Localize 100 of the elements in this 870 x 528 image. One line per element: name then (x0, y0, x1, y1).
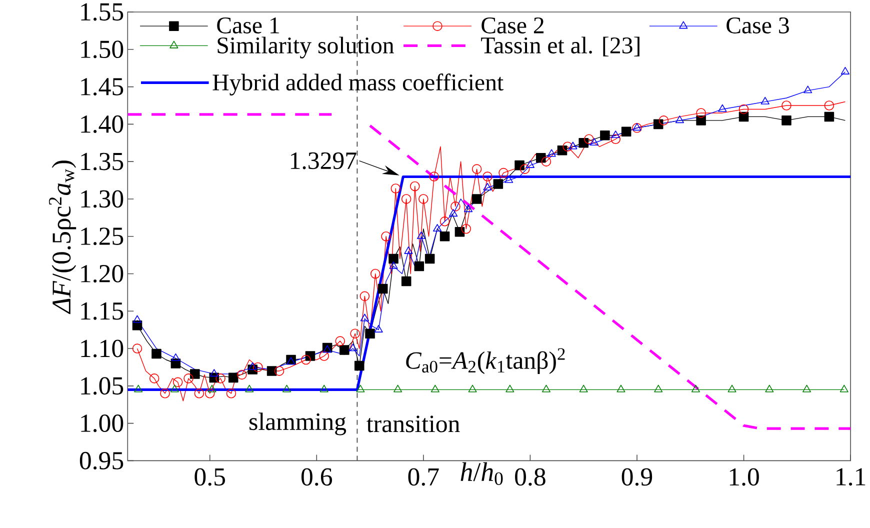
point (149, 374, 160, 384)
point (514, 160, 524, 170)
text: C$_{a0}$=A$_{2}$(k$_{1}$tanβ)$^{2}$ (406, 348, 565, 374)
point (600, 130, 610, 141)
point (454, 227, 465, 237)
point (319, 351, 330, 362)
point (320, 385, 328, 393)
point (782, 116, 792, 126)
y-tick-label: 1.05 (81, 377, 124, 395)
x-tick-label: 0.9 (622, 468, 652, 486)
point (802, 385, 812, 393)
point (804, 86, 812, 94)
y-tick-label: 1.50 (81, 40, 124, 58)
point (493, 179, 504, 190)
point (394, 385, 402, 393)
point (282, 385, 292, 393)
point (738, 104, 749, 114)
point (410, 182, 420, 192)
point (401, 276, 412, 286)
point (536, 153, 546, 163)
point (360, 314, 369, 322)
point (335, 336, 346, 346)
point (782, 100, 792, 111)
point (562, 142, 572, 152)
point (472, 164, 482, 174)
y-tick-label: 1.45 (81, 78, 124, 96)
point (450, 202, 460, 212)
point (350, 328, 360, 339)
point (208, 385, 216, 393)
legend-label: Tassin et al. [23] (481, 36, 640, 57)
point (568, 142, 578, 150)
point (134, 385, 143, 393)
point (378, 284, 388, 294)
point (654, 385, 663, 393)
point (616, 385, 626, 393)
x-tick-label: 0.7 (408, 468, 439, 486)
point (547, 149, 556, 157)
point (440, 216, 450, 227)
y-tick-label: 1.15 (81, 302, 124, 320)
point (418, 194, 428, 204)
point (584, 134, 594, 144)
point (579, 385, 588, 393)
point (526, 160, 534, 168)
point (621, 127, 632, 137)
point (483, 183, 492, 191)
point (498, 168, 508, 178)
annotation: slamming (250, 412, 346, 436)
point (482, 172, 492, 182)
point (216, 374, 226, 384)
point (760, 97, 770, 105)
point (301, 355, 311, 365)
point (520, 164, 530, 174)
point (404, 246, 413, 254)
x-tick-label: 0.8 (515, 468, 546, 486)
legend-label: Case 2 (482, 18, 544, 34)
point (632, 123, 642, 134)
y-tick-label: 1.35 (81, 153, 124, 171)
point (160, 388, 170, 399)
point (305, 351, 316, 362)
point (253, 362, 263, 372)
point (374, 325, 383, 333)
point (414, 262, 424, 272)
point (824, 100, 834, 111)
point (365, 328, 375, 339)
point (340, 345, 350, 356)
point (440, 232, 450, 242)
point (171, 354, 180, 362)
point (840, 385, 848, 393)
point (611, 130, 620, 138)
point (248, 362, 257, 370)
point (172, 378, 183, 388)
y-tick-label: 1.00 (81, 414, 124, 432)
point (194, 388, 204, 399)
point (170, 385, 179, 393)
point (348, 344, 358, 352)
x-axis-title: h/h$_{0}$ (460, 462, 503, 486)
x-tick-label: 1.0 (730, 468, 759, 486)
point (429, 172, 439, 182)
legend-label: Case 3 (726, 18, 789, 34)
point (728, 385, 736, 393)
y-tick-label: 1.20 (81, 265, 124, 283)
point (765, 385, 774, 393)
annotation: 1.3297 (290, 152, 356, 170)
point (184, 374, 194, 384)
point (461, 224, 472, 234)
point (360, 292, 370, 302)
point (468, 385, 477, 393)
point (632, 123, 642, 131)
point (401, 194, 412, 204)
point (132, 344, 142, 354)
point (424, 254, 435, 264)
point (718, 104, 727, 112)
point (504, 176, 514, 184)
point (381, 232, 391, 242)
point (449, 209, 458, 217)
point (590, 138, 599, 146)
point (653, 120, 664, 130)
point (388, 254, 398, 264)
legend-label: Hybrid added mass coefficient (212, 74, 504, 96)
point (430, 385, 440, 393)
